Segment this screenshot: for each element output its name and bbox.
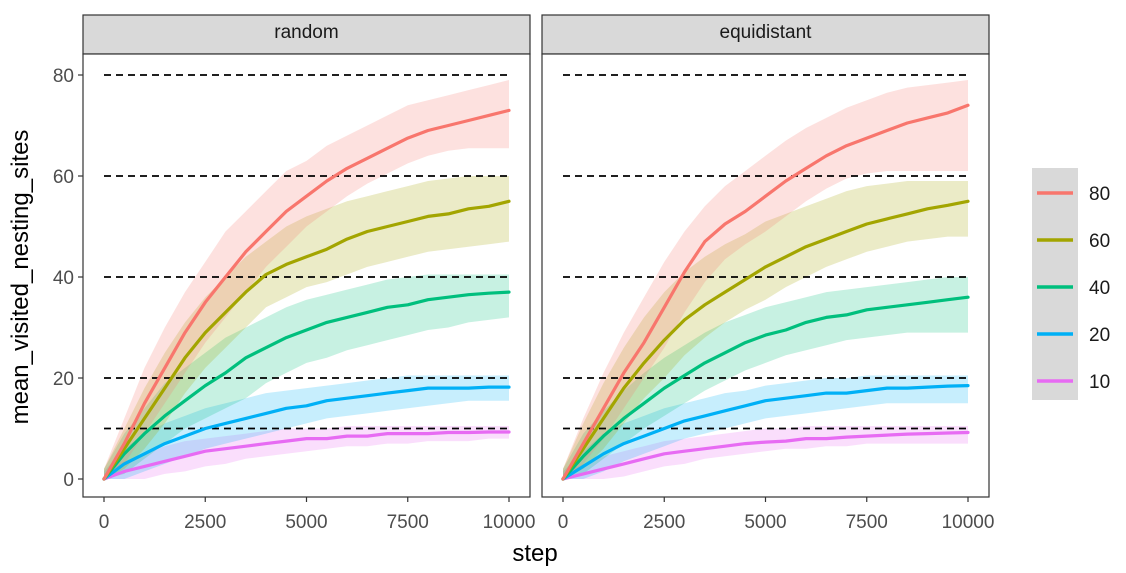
y-tick-label: 60 [53,167,74,188]
reference-lines [563,74,968,430]
x-tick-label: 10000 [483,512,536,533]
ribbon-10 [104,426,509,479]
x-tick-label: 2500 [184,512,226,533]
panel-equidistant: equidistant [541,14,990,498]
panel-random: random [82,14,531,498]
ribbon-60 [104,176,509,479]
x-tick-label: 5000 [744,512,786,533]
ribbon-40 [104,274,509,479]
y-tick-label: 80 [53,66,74,87]
panels-layer: random equidistant [82,14,990,498]
series-line-40 [561,295,970,481]
series-line-10 [561,430,970,481]
series-line-40 [102,290,511,481]
series-line-10 [102,430,511,481]
legend-label-60: 60 [1089,231,1110,252]
ribbon-20 [563,375,968,479]
legend-label-10: 10 [1089,372,1110,393]
series-lines [102,108,511,481]
y-tick-label: 0 [63,470,74,491]
series-line-80 [102,108,511,481]
x-tick-label: 2500 [643,512,685,533]
series-line-60 [561,199,970,481]
reference-lines [104,74,509,430]
strip-label-random: random [274,22,338,43]
ribbon-40 [563,277,968,479]
strip-random [82,14,531,55]
ribbons [563,80,968,479]
x-tick-label: 0 [558,512,569,533]
y-tick-label: 20 [53,369,74,390]
ribbon-20 [104,375,509,479]
x-tick-label: 10000 [942,512,995,533]
legend-label-40: 40 [1089,278,1110,299]
x-axis-random: 0 2500 5000 7500 10000 [99,497,536,533]
y-axis: 0 20 40 60 80 [53,66,83,491]
legend-label-20: 20 [1089,325,1110,346]
x-tick-label: 5000 [285,512,327,533]
ribbon-10 [563,426,968,479]
x-tick-label: 7500 [387,512,429,533]
axes-layer: 0 2500 5000 7500 10000 0 2500 5000 7500 10000 0 20 4… [53,66,995,533]
series-line-20 [102,385,511,481]
strip-label-equidistant: equidistant [720,22,813,43]
legend-key-background [1032,168,1078,400]
legend-label-80: 80 [1089,184,1110,205]
y-axis-title: mean_visited_nesting_sites [7,130,34,425]
series-line-20 [561,384,970,481]
y-tick-label: 40 [53,268,74,289]
x-tick-label: 7500 [846,512,888,533]
legend: 80 60 40 20 10 [1032,168,1110,400]
x-axis-equidistant: 0 2500 5000 7500 10000 [558,497,995,533]
x-tick-label: 0 [99,512,110,533]
ribbon-80 [563,80,968,479]
x-axis-title: step [512,540,557,567]
series-line-60 [102,199,511,481]
series-line-80 [561,103,970,481]
ribbon-60 [563,181,968,479]
series-lines [561,103,970,481]
strip-equidistant [541,14,990,55]
